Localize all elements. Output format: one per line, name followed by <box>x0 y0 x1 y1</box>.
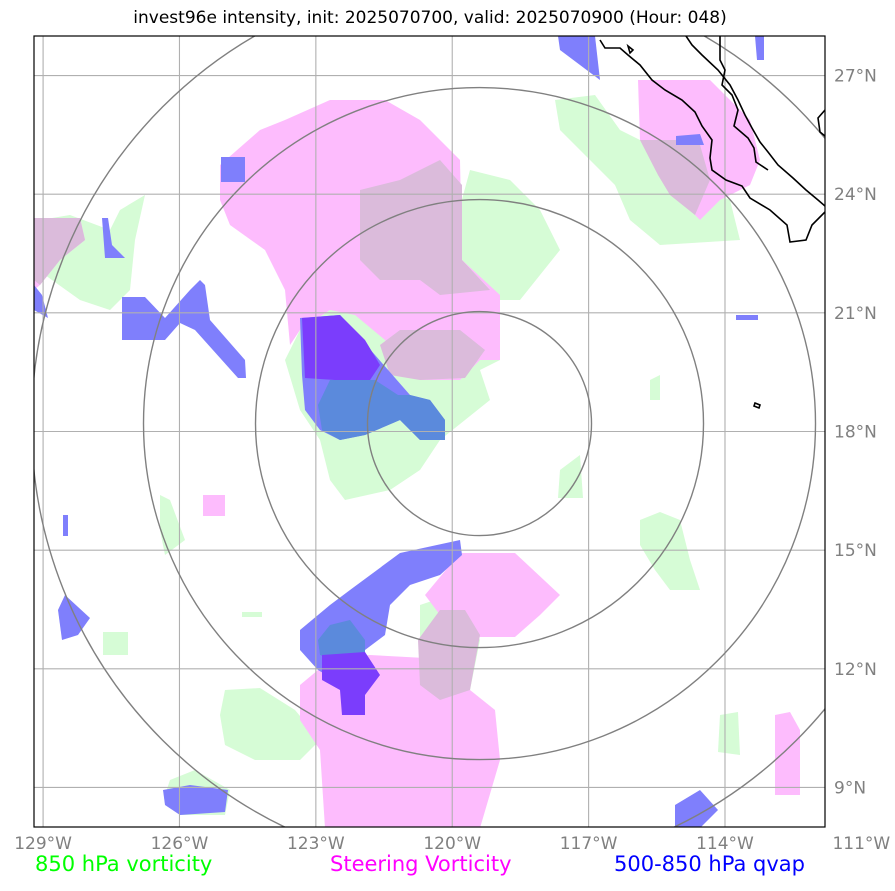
legend-qvap: 500-850 hPa qvap <box>614 852 805 876</box>
legend-steering: Steering Vorticity <box>330 852 512 876</box>
coastline-mainland <box>685 36 825 207</box>
vorticity-patch <box>640 512 700 590</box>
island <box>753 401 761 410</box>
lat-tick-label: 21°N <box>834 304 877 324</box>
overlap-patch <box>640 140 710 215</box>
vorticity-patch <box>220 688 320 760</box>
qvap-dark-patch <box>302 315 380 380</box>
lon-tick-label: 126°W <box>151 834 209 854</box>
qvap-patch <box>34 285 48 318</box>
range-ring <box>366 310 593 537</box>
qvap-patch <box>63 515 68 536</box>
gridlines <box>34 36 825 827</box>
vorticity-patch <box>242 612 262 617</box>
qvap-patch <box>676 134 704 145</box>
qvap-vorticity-overlap <box>318 380 445 660</box>
qvap-patch <box>122 280 246 378</box>
range-rings <box>34 36 825 827</box>
overlap-patch <box>34 218 85 285</box>
overlap-patch <box>418 610 480 700</box>
lon-tick-label: 111°W <box>832 834 890 854</box>
vorticity-patch <box>558 455 583 498</box>
lon-tick-label: 114°W <box>696 834 754 854</box>
lat-tick-label: 27°N <box>834 67 877 87</box>
qvap-patch <box>58 595 90 640</box>
overlap-patch <box>380 330 485 380</box>
map-title: invest96e intensity, init: 2025070700, v… <box>133 8 727 28</box>
coastline-north <box>817 109 825 137</box>
vorticity-patch <box>650 375 660 400</box>
qvap-dark-patch <box>322 652 380 715</box>
vorticity-patch <box>103 632 128 655</box>
plot-frame <box>33 35 826 828</box>
field-layers <box>34 36 800 827</box>
lat-tick-label: 9°N <box>834 778 866 798</box>
lat-tick-label: 18°N <box>834 423 877 443</box>
lat-tick-label: 15°N <box>834 541 877 561</box>
tick-labels: 129°W 126°W 123°W 120°W 117°W 114°W 111°W 9°N 12… <box>14 67 890 854</box>
qvap-patch <box>675 790 718 827</box>
qvap-patch <box>221 157 245 182</box>
vorticity-patch <box>718 712 740 755</box>
qvap-patch <box>558 36 600 80</box>
lat-tick-label: 12°N <box>834 660 877 680</box>
lon-tick-label: 123°W <box>287 834 345 854</box>
qvap-overlap-patch <box>318 620 365 660</box>
lat-tick-label: 24°N <box>834 185 877 205</box>
steering-patch <box>775 712 800 795</box>
qvap-patch <box>736 315 758 320</box>
lon-tick-label: 117°W <box>560 834 618 854</box>
coastline-baja <box>599 39 825 243</box>
island <box>626 43 635 55</box>
lon-tick-label: 129°W <box>14 834 72 854</box>
range-ring <box>142 86 817 761</box>
vorticity-patch <box>160 495 185 555</box>
qvap-patch <box>102 218 125 258</box>
lon-tick-label: 120°W <box>423 834 481 854</box>
qvap-patch <box>755 36 764 60</box>
qvap-overlap-patch <box>318 380 445 440</box>
steering-patch <box>203 495 225 516</box>
range-ring <box>254 198 705 649</box>
qvap-steering-overlap <box>302 315 380 715</box>
coastline <box>599 36 825 410</box>
legend-vorticity: 850 hPa vorticity <box>35 852 213 876</box>
coastline-gulf <box>719 36 769 171</box>
